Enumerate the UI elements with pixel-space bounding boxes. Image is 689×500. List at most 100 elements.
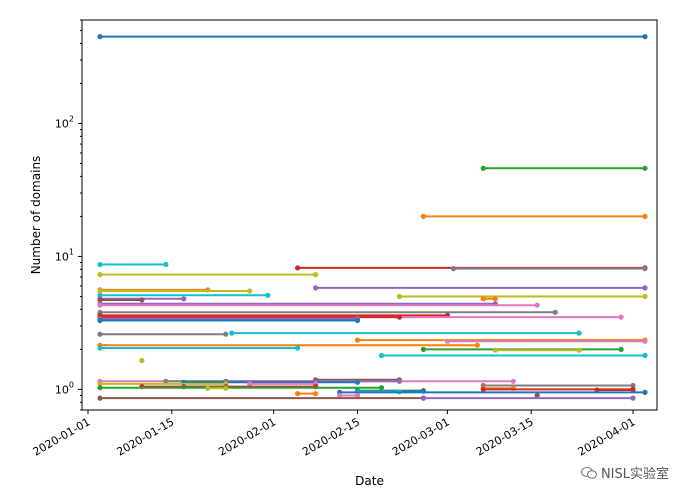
data-point <box>97 288 103 294</box>
data-point <box>492 296 498 302</box>
data-point <box>313 285 319 291</box>
series-22 <box>97 317 361 324</box>
y-tick-label: 102 <box>55 114 74 130</box>
data-point <box>480 165 486 171</box>
data-point <box>642 352 648 359</box>
data-point <box>396 293 402 300</box>
series-37 <box>181 379 361 385</box>
data-point <box>313 391 319 397</box>
x-axis: 2020-01-01 2020-01-15 2020-02-01 2020-02-15… <box>31 410 638 459</box>
series-26 <box>444 338 648 344</box>
x-tick-label: 2020-02-01 <box>216 415 278 458</box>
series-1 <box>480 165 648 171</box>
watermark-text: NISL实验室 <box>600 467 669 482</box>
series-3 <box>97 261 169 268</box>
svg-text:102: 102 <box>55 114 74 130</box>
plot-frame <box>81 19 658 411</box>
series-11 <box>396 293 648 300</box>
series-31 <box>378 352 648 359</box>
data-point <box>354 337 361 343</box>
data-point <box>229 330 235 336</box>
data-point <box>205 385 211 391</box>
data-point <box>97 34 103 40</box>
data-point <box>510 378 516 384</box>
data-point <box>474 342 480 348</box>
x-tick-label: 2020-01-15 <box>114 415 176 458</box>
data-point <box>97 385 103 391</box>
data-point <box>576 330 582 336</box>
data-point <box>97 345 103 351</box>
data-point <box>247 288 253 294</box>
data-point <box>618 314 624 320</box>
data-point <box>420 346 426 352</box>
data-point <box>396 314 402 320</box>
data-point <box>295 391 301 397</box>
data-point <box>163 261 169 268</box>
data-point <box>642 266 648 272</box>
series-56 <box>420 395 636 401</box>
series-9 <box>97 288 253 294</box>
data-point <box>396 378 402 384</box>
y-tick-label: 100 <box>55 380 74 396</box>
data-point <box>97 297 103 303</box>
x-tick-label: 2020-02-15 <box>300 415 362 458</box>
series-12 <box>480 296 498 302</box>
series-14 <box>97 297 145 303</box>
data-point <box>97 395 103 401</box>
svg-text:100: 100 <box>55 380 74 396</box>
series-43 <box>97 385 385 391</box>
data-point <box>534 302 540 308</box>
x-tick-label: 2020-01-01 <box>31 415 93 458</box>
series-30 <box>492 347 582 353</box>
data-point <box>337 392 343 399</box>
series-7 <box>313 285 648 291</box>
y-axis: 100 101 102 <box>55 19 82 411</box>
data-point <box>444 338 450 344</box>
data-point <box>97 302 103 308</box>
series-28 <box>97 345 301 351</box>
data-point <box>97 331 103 337</box>
data-point <box>181 296 187 302</box>
x-axis-title: Date <box>355 474 384 488</box>
y-axis-title: Number of domains <box>29 156 43 275</box>
data-point <box>642 34 648 40</box>
data-point <box>163 378 169 384</box>
data-point <box>534 392 540 399</box>
series-5 <box>450 266 648 272</box>
series-17 <box>97 309 558 315</box>
data-point <box>618 346 624 352</box>
x-tick-label: 2020-04-01 <box>576 415 638 458</box>
data-point <box>642 213 648 219</box>
data-point <box>97 381 103 387</box>
data-point <box>642 165 648 171</box>
data-point <box>420 395 426 401</box>
data-point <box>594 387 600 393</box>
series-55 <box>97 395 426 401</box>
x-tick-label: 2020-03-01 <box>390 415 452 458</box>
series-layer <box>97 34 648 401</box>
series-10 <box>97 292 271 298</box>
data-point <box>450 266 456 272</box>
data-point <box>139 357 145 364</box>
data-point <box>313 272 319 278</box>
data-point <box>552 309 558 315</box>
data-point <box>97 272 103 278</box>
series-2 <box>420 213 648 219</box>
series-47 <box>594 387 636 393</box>
data-point <box>630 387 636 393</box>
data-point <box>223 385 229 391</box>
data-point <box>247 381 253 387</box>
data-point <box>295 265 301 271</box>
data-point <box>420 213 426 219</box>
series-6 <box>97 272 319 278</box>
series-24 <box>97 331 229 337</box>
data-point <box>354 379 361 385</box>
data-point <box>630 395 636 401</box>
data-point <box>576 347 582 353</box>
data-point <box>378 385 385 391</box>
data-point <box>97 317 103 324</box>
data-point <box>265 292 271 298</box>
data-point <box>630 382 636 389</box>
data-point <box>642 293 648 300</box>
